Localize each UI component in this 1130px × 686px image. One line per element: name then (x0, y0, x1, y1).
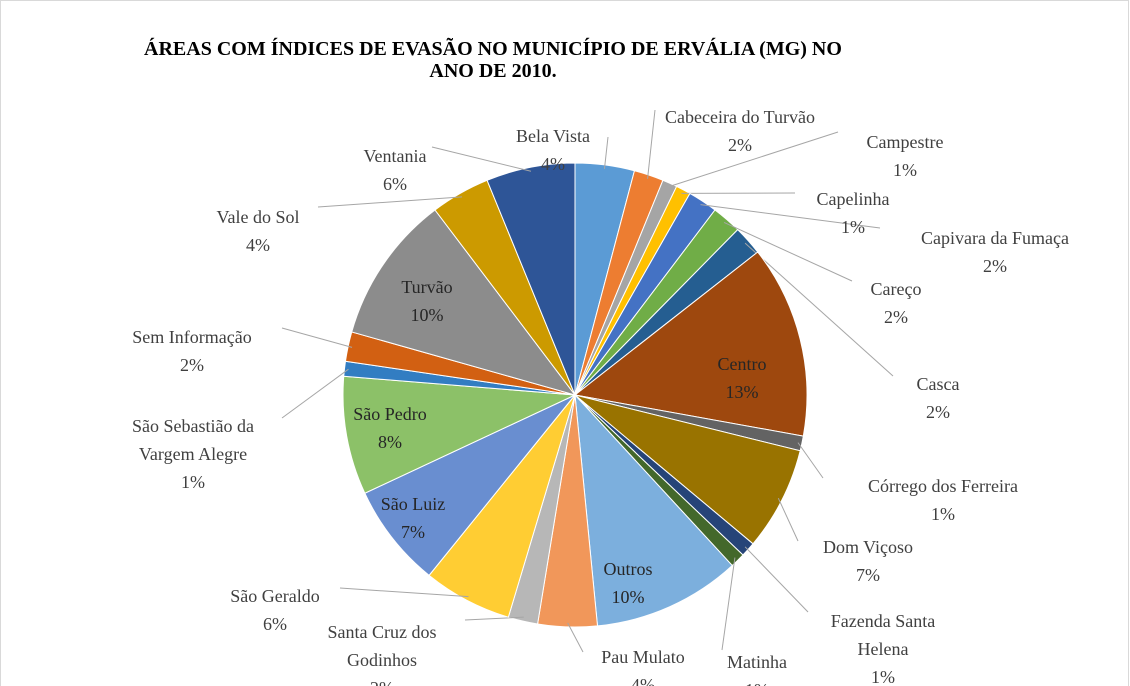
slice-name: Capivara da Fumaça (921, 228, 1069, 248)
slice-value: 6% (262, 614, 287, 634)
slice-value: 4% (540, 154, 565, 174)
slice-name: Ventania (363, 146, 427, 166)
slice-value: 13% (725, 382, 759, 402)
slice-label: Vale do Sol 4% (217, 203, 300, 259)
slice-value: 8% (378, 432, 402, 452)
slice-value: 1% (181, 472, 205, 492)
leader-line (721, 557, 736, 651)
slice-value: 4% (246, 235, 270, 255)
slice-name: Santa Cruz dos Godinhos (327, 622, 437, 670)
slice-value: 2% (983, 256, 1007, 276)
slice-name: Dom Viçoso (822, 537, 914, 557)
pie-slice (364, 394, 576, 577)
slice-value: 1% (871, 667, 895, 686)
leader-line (647, 109, 656, 179)
slice-value: 2% (884, 307, 908, 327)
leader-line (603, 136, 609, 169)
slice-value: 1% (892, 160, 917, 180)
leader-line (317, 196, 463, 208)
slice-name: Pau Mulato (601, 647, 685, 667)
slice-label: Centro 13% (718, 350, 767, 406)
slice-value: 6% (382, 174, 407, 194)
slice-name: Bela Vista (515, 126, 591, 146)
slice-label: Matinha 1% (727, 648, 787, 686)
leader-line (281, 327, 353, 348)
chart-title: ÁREAS COM ÍNDICES DE EVASÃO NO MUNICÍPIO… (144, 38, 842, 82)
leader-line (744, 242, 894, 377)
slice-label: Capelinha 1% (817, 185, 890, 241)
leader-line (339, 587, 469, 598)
slice-name: Capelinha (816, 189, 890, 209)
leader-line (777, 497, 799, 542)
leader-line (281, 368, 349, 419)
slice-value: 1% (930, 504, 955, 524)
slice-label: São Geraldo 6% (230, 582, 319, 638)
slice-value: 2% (925, 402, 950, 422)
leader-line (431, 146, 532, 172)
slice-label: Dom Viçoso 7% (823, 533, 913, 589)
slice-label: Campestre 1% (867, 128, 944, 184)
pie-slice (351, 209, 577, 396)
pie-slice (342, 375, 577, 494)
slice-name: Campestre (866, 132, 944, 152)
leader-line (723, 222, 853, 282)
slice-value: 7% (401, 522, 425, 542)
pie-slice (574, 394, 801, 545)
slice-label: Capivara da Fumaça 2% (921, 224, 1069, 280)
slice-label: Sem Informação 2% (132, 323, 251, 379)
leader-line (668, 131, 839, 188)
slice-name: Turvão (401, 277, 453, 297)
slice-value: 1% (727, 676, 787, 686)
slice-name: Outros (603, 559, 653, 579)
slice-value: 10% (611, 587, 645, 607)
slice-label: Santa Cruz dos Godinhos 2% (307, 618, 457, 686)
slice-name: Fazenda Santa Helena (830, 611, 936, 659)
slice-label: São Luiz 7% (381, 490, 446, 546)
leader-line (700, 204, 881, 229)
slice-name: São Sebastião da Vargem Alegre (132, 416, 254, 464)
slice-name: Vale do Sol (216, 207, 300, 227)
leader-line (567, 622, 584, 653)
slice-label: Pau Mulato 4% (601, 643, 685, 686)
slice-name: Casca (916, 374, 960, 394)
slice-value: 2% (179, 355, 204, 375)
slice-name: São Geraldo (230, 586, 320, 606)
pie-slice (573, 251, 808, 437)
slice-label: Cabeceira do Turvão 2% (665, 103, 815, 159)
slice-label: Outros 10% (604, 555, 653, 611)
slice-label: São Sebastião da Vargem Alegre 1% (103, 412, 283, 496)
slice-name: Careço (870, 279, 922, 299)
slice-label: São Pedro 8% (353, 400, 427, 456)
slice-label: Turvão 10% (401, 273, 452, 329)
slice-name: Sem Informação (132, 327, 252, 347)
slice-name: São Luiz (380, 494, 446, 514)
slice-label: Ventania 6% (364, 142, 427, 198)
slice-name: Córrego dos Ferreira (868, 476, 1018, 496)
leader-line (464, 616, 524, 621)
slice-name: Matinha (727, 652, 787, 672)
slice-value: 2% (307, 674, 457, 686)
slice-value: 4% (631, 675, 655, 686)
pie-slice (574, 393, 733, 627)
slice-label: Fazenda Santa Helena 1% (818, 607, 948, 686)
leader-line (797, 442, 824, 479)
slice-name: São Pedro (353, 404, 427, 424)
slice-value: 2% (728, 135, 752, 155)
slice-label: Bela Vista 4% (516, 122, 590, 178)
slice-label: Córrego dos Ferreira 1% (868, 472, 1018, 528)
slice-label: Careço 2% (871, 275, 922, 331)
leader-line (744, 546, 809, 613)
slice-value: 7% (856, 565, 880, 585)
slice-name: Centro (717, 354, 767, 374)
slice-value: 10% (410, 305, 444, 325)
slice-name: Cabeceira do Turvão (665, 107, 815, 127)
slice-value: 1% (840, 217, 865, 237)
pie-slice (486, 162, 576, 396)
slice-label: Casca 2% (917, 370, 960, 426)
